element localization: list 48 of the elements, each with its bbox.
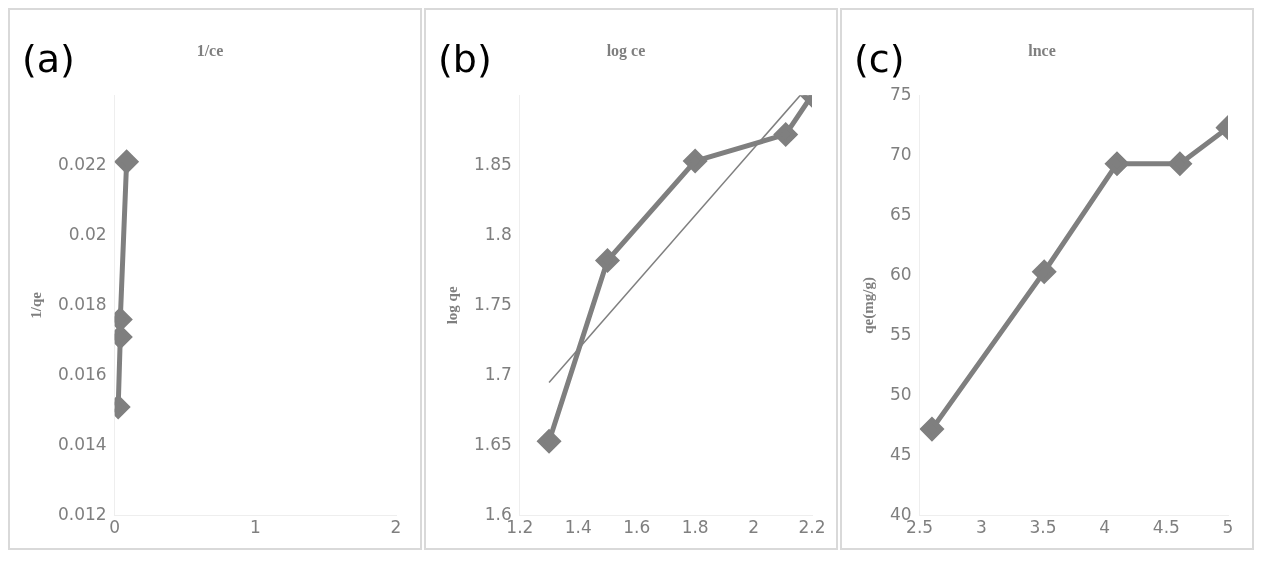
y-tick-label: 1.8 <box>484 223 512 244</box>
y-axis-title: 1/qe <box>27 291 44 319</box>
y-tick-label: 75 <box>889 83 912 104</box>
point <box>596 249 619 273</box>
y-tick-label: 0.014 <box>58 433 107 454</box>
point <box>774 122 798 146</box>
y-tick-label: 55 <box>889 323 912 344</box>
point <box>1168 152 1192 176</box>
y-tick-label: 1.85 <box>473 153 512 174</box>
chart-title: lnce <box>1028 41 1056 59</box>
x-tick-label: 1.4 <box>564 517 592 538</box>
y-tick-label: 45 <box>889 443 912 464</box>
point <box>1032 260 1056 284</box>
y-tick-label: 0.012 <box>58 504 107 525</box>
y-axis-title: qe(mg/g) <box>859 277 877 334</box>
chart-title: log ce <box>606 41 646 60</box>
x-tick-label: 4.5 <box>1152 517 1180 538</box>
y-tick-label: 65 <box>889 203 912 224</box>
x-tick-label: 1 <box>249 517 261 538</box>
y-tick-label: 50 <box>889 383 912 404</box>
point <box>920 417 944 441</box>
point <box>1105 152 1129 176</box>
x-tick-label: 2 <box>748 517 759 538</box>
x-tick-label: 2 <box>390 517 402 538</box>
y-tick-label: 1.7 <box>484 363 512 384</box>
y-tick-label: 0.016 <box>58 363 107 384</box>
y-tick-label: 0.022 <box>58 153 107 174</box>
y-tick-label: 1.75 <box>473 293 512 314</box>
y-tick-label: 70 <box>889 143 912 164</box>
x-tick-label: 1.8 <box>681 517 709 538</box>
text: (a) <box>22 37 75 81</box>
y-tick-label: 0.018 <box>58 293 107 314</box>
x-tick-label: 3 <box>975 517 987 538</box>
y-tick-label: 1.65 <box>473 433 512 454</box>
text: (c) <box>854 37 905 81</box>
y-tick-label: 0.02 <box>68 223 107 244</box>
x-tick-label: 5 <box>1222 517 1234 538</box>
x-tick-label: 1.6 <box>623 517 651 538</box>
y-tick-label: 60 <box>889 263 912 284</box>
chart-title: 1/ce <box>196 41 224 59</box>
point <box>537 429 561 453</box>
y-axis-title: log qe <box>443 286 460 325</box>
point <box>683 149 707 173</box>
x-tick-label: 4 <box>1099 517 1111 538</box>
x-tick-label: 0 <box>109 517 121 538</box>
text: (b) <box>438 37 492 81</box>
x-tick-label: 2.2 <box>798 517 826 538</box>
x-tick-label: 3.5 <box>1029 517 1057 538</box>
